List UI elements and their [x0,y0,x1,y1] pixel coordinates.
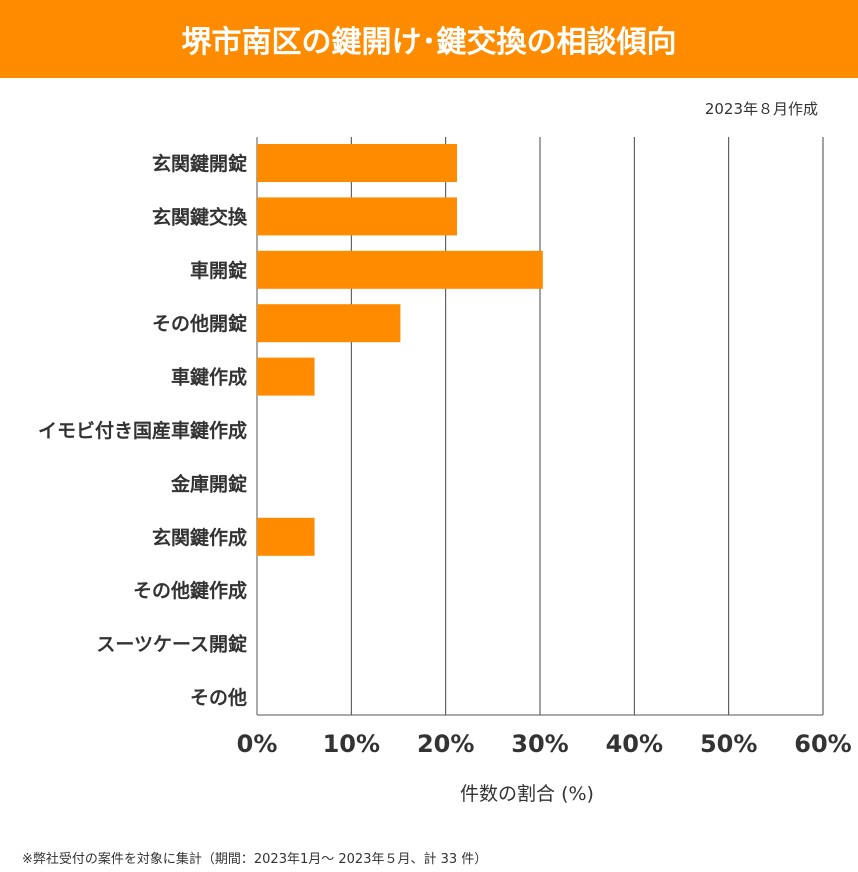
category-label: 車鍵作成 [171,366,247,389]
x-tick-label: 0% [237,730,278,758]
category-label: スーツケース開錠 [96,633,247,656]
footnote: ※弊社受付の案件を対象に集計（期間：2023年1月～ 2023年５月、計 33 … [22,852,488,867]
bar [257,517,315,556]
bar [257,357,315,396]
x-tick-label: 40% [606,730,663,758]
x-tick-label: 10% [323,730,380,758]
bar [257,250,543,289]
category-label: その他開錠 [152,312,247,335]
category-label: イモビ付き国産車鍵作成 [38,419,247,442]
category-label: 車開錠 [190,259,247,282]
bar [257,144,457,182]
x-tick-label: 50% [700,730,757,758]
bar [257,197,457,236]
x-tick-label: 20% [417,730,474,758]
x-tick-label: 30% [511,730,568,758]
category-label: 玄関鍵交換 [152,205,248,228]
x-axis-label: 件数の割合 (%) [460,783,594,805]
bar [257,304,401,343]
category-label: 金庫開錠 [170,472,247,495]
chart-title: 堺市南区の鍵開け･鍵交換の相談傾向 [0,0,858,78]
x-tick-label: 60% [794,730,851,758]
created-date: 2023年８月作成 [704,100,818,118]
category-label: その他鍵作成 [133,579,247,602]
category-label: 玄関鍵開錠 [152,152,247,175]
category-label: 玄関鍵作成 [152,526,247,549]
category-label: その他 [190,686,247,709]
